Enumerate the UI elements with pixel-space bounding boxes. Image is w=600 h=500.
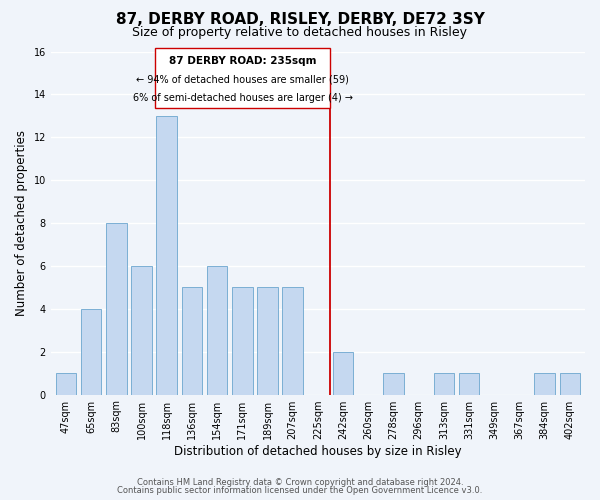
- Bar: [283, 288, 303, 395]
- Bar: [535, 373, 555, 394]
- Bar: [257, 288, 278, 395]
- Text: 87, DERBY ROAD, RISLEY, DERBY, DE72 3SY: 87, DERBY ROAD, RISLEY, DERBY, DE72 3SY: [116, 12, 484, 28]
- Bar: [157, 116, 177, 394]
- Text: Contains HM Land Registry data © Crown copyright and database right 2024.: Contains HM Land Registry data © Crown c…: [137, 478, 463, 487]
- Y-axis label: Number of detached properties: Number of detached properties: [15, 130, 28, 316]
- Text: ← 94% of detached houses are smaller (59): ← 94% of detached houses are smaller (59…: [136, 74, 349, 85]
- Bar: [106, 223, 127, 394]
- Text: Size of property relative to detached houses in Risley: Size of property relative to detached ho…: [133, 26, 467, 39]
- Text: 6% of semi-detached houses are larger (4) →: 6% of semi-detached houses are larger (4…: [133, 92, 353, 102]
- Bar: [56, 373, 76, 394]
- Bar: [207, 266, 227, 394]
- Bar: [182, 288, 202, 395]
- Bar: [81, 309, 101, 394]
- Bar: [434, 373, 454, 394]
- FancyBboxPatch shape: [155, 48, 330, 108]
- Bar: [131, 266, 152, 394]
- Text: 87 DERBY ROAD: 235sqm: 87 DERBY ROAD: 235sqm: [169, 56, 316, 66]
- Bar: [560, 373, 580, 394]
- Bar: [333, 352, 353, 395]
- Bar: [459, 373, 479, 394]
- Text: Contains public sector information licensed under the Open Government Licence v3: Contains public sector information licen…: [118, 486, 482, 495]
- Bar: [232, 288, 253, 395]
- Bar: [383, 373, 404, 394]
- X-axis label: Distribution of detached houses by size in Risley: Distribution of detached houses by size …: [174, 444, 462, 458]
